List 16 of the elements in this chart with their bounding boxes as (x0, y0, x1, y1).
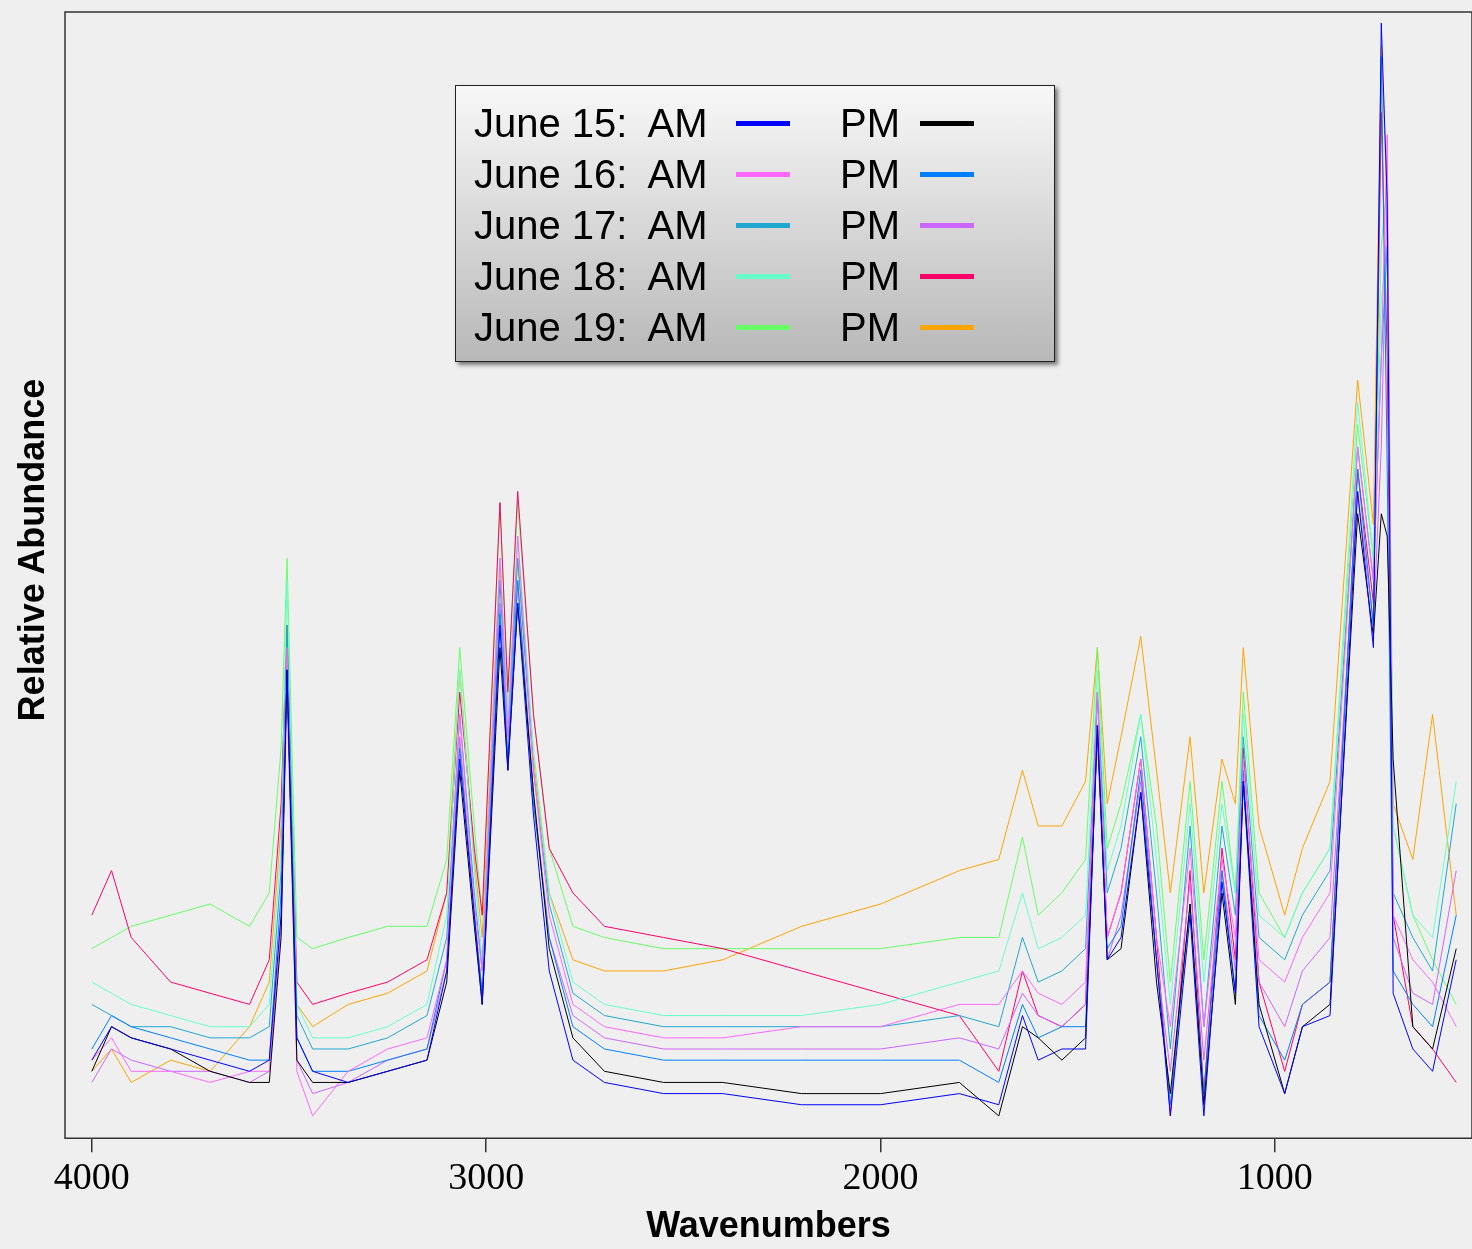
legend-label: PM (840, 305, 901, 350)
x-axis-title: Wavenumbers (646, 1204, 891, 1246)
y-axis-title: Relative Abundance (11, 378, 53, 722)
legend-label: June 18: AM (474, 254, 709, 299)
x-tick-label: 2000 (842, 1154, 919, 1197)
x-tick-label: 3000 (448, 1154, 525, 1197)
x-tick-label: 4000 (53, 1154, 130, 1197)
legend-label: PM (840, 203, 901, 248)
legend-label: June 16: AM (474, 152, 709, 197)
legend-label: June 15: AM (474, 101, 709, 146)
legend-label: June 17: AM (474, 203, 709, 248)
legend-label: June 19: AM (474, 305, 709, 350)
legend-label: PM (840, 152, 901, 197)
legend-label: PM (840, 254, 901, 299)
x-tick-label: 1000 (1236, 1154, 1313, 1197)
legend-label: PM (840, 101, 901, 146)
